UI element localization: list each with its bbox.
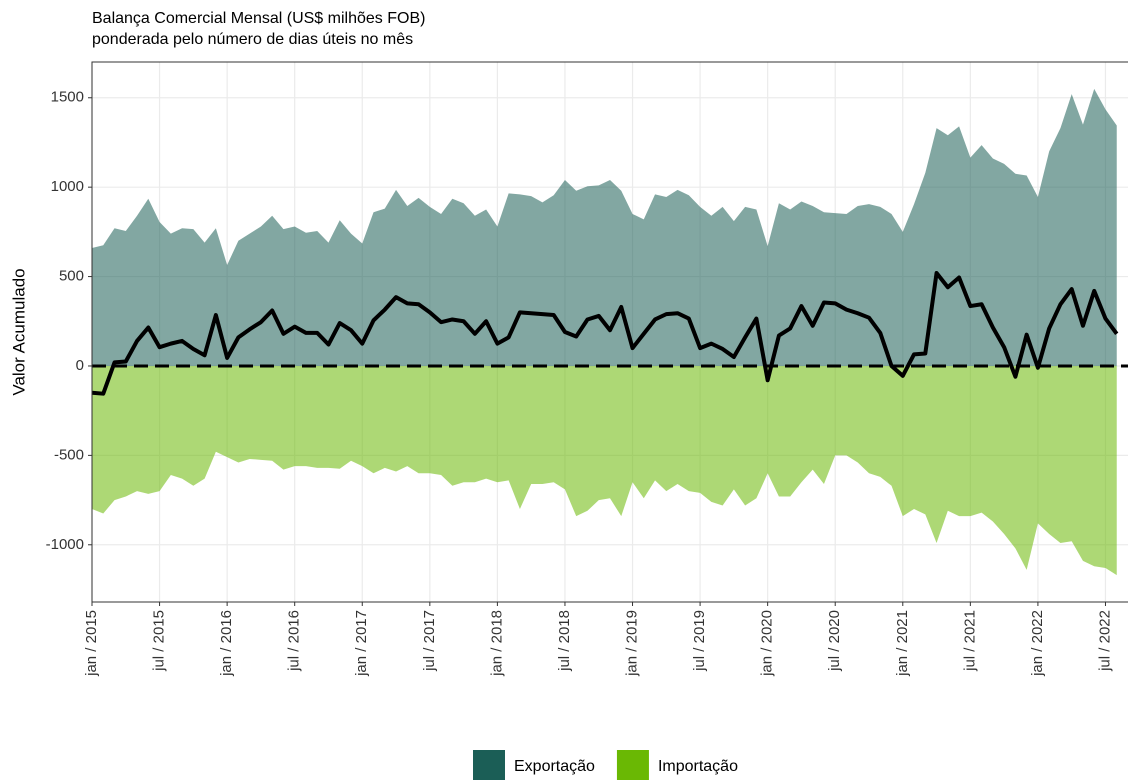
x-tick-label: jan / 2019 bbox=[623, 610, 640, 677]
legend-swatch bbox=[616, 750, 649, 780]
x-tick-label: jan / 2020 bbox=[759, 610, 776, 677]
x-tick-label: jul / 2017 bbox=[421, 610, 438, 672]
x-tick-label: jul / 2022 bbox=[1096, 610, 1113, 672]
x-tick-label: jul / 2016 bbox=[286, 610, 303, 672]
y-tick-label: 1500 bbox=[51, 89, 84, 106]
x-tick-label: jan / 2022 bbox=[1029, 610, 1046, 677]
x-tick-label: jan / 2016 bbox=[218, 610, 235, 677]
chart-title: Balança Comercial Mensal (US$ milhões FO… bbox=[92, 10, 425, 27]
balance-line bbox=[91, 270, 1119, 396]
chart-subtitle: ponderada pelo número de dias úteis no m… bbox=[92, 31, 413, 48]
legend-label: Importação bbox=[658, 758, 738, 775]
x-tick-label: jul / 2018 bbox=[556, 610, 573, 672]
x-tick-label: jul / 2019 bbox=[691, 610, 708, 672]
x-tick-label: jan / 2021 bbox=[894, 610, 911, 677]
y-tick-label: 500 bbox=[59, 268, 84, 285]
y-tick-label: 0 bbox=[76, 357, 84, 374]
x-tick-label: jan / 2015 bbox=[83, 610, 100, 677]
area bbox=[92, 88, 1117, 366]
y-tick-label: -500 bbox=[54, 446, 84, 463]
x-tick-label: jul / 2021 bbox=[961, 610, 978, 672]
y-tick-label: 1000 bbox=[51, 178, 84, 195]
axis-frame bbox=[91, 61, 1128, 602]
legend-swatch bbox=[473, 750, 505, 780]
x-tick-label: jan / 2017 bbox=[353, 610, 370, 677]
legend-label: Exportação bbox=[514, 758, 595, 775]
area bbox=[92, 365, 1117, 576]
y-tick-label: -1000 bbox=[46, 536, 84, 553]
x-tick-label: jul / 2020 bbox=[826, 610, 843, 672]
y-axis-title: Valor Acumulado bbox=[9, 268, 28, 395]
x-tick-label: jul / 2015 bbox=[151, 610, 168, 672]
x-tick-label: jan / 2018 bbox=[488, 610, 505, 677]
